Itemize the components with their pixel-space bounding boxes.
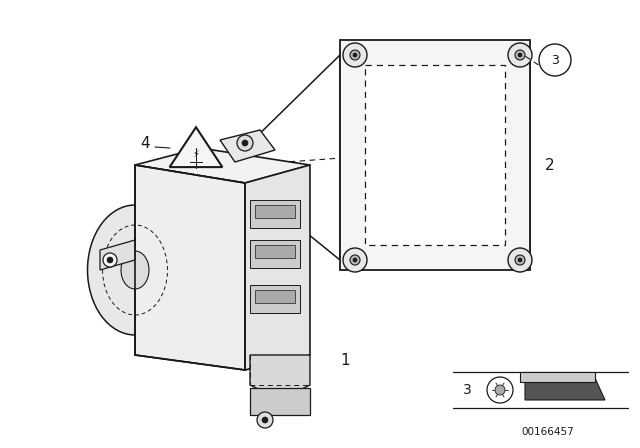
Circle shape (242, 140, 248, 146)
Circle shape (495, 385, 505, 395)
Circle shape (353, 258, 357, 262)
Polygon shape (220, 130, 275, 162)
Polygon shape (250, 355, 310, 395)
Text: 4: 4 (140, 135, 150, 151)
Polygon shape (255, 245, 295, 258)
Polygon shape (250, 388, 310, 415)
Circle shape (350, 50, 360, 60)
Circle shape (518, 258, 522, 262)
Text: 2: 2 (545, 158, 555, 172)
Polygon shape (250, 240, 300, 268)
Circle shape (487, 377, 513, 403)
Circle shape (237, 135, 253, 151)
Text: 3: 3 (551, 53, 559, 66)
Polygon shape (250, 285, 300, 313)
Circle shape (508, 43, 532, 67)
Circle shape (257, 412, 273, 428)
Text: ⚡: ⚡ (193, 149, 200, 159)
Polygon shape (525, 378, 605, 400)
Circle shape (508, 248, 532, 272)
Circle shape (518, 53, 522, 57)
Polygon shape (100, 240, 135, 270)
Polygon shape (520, 372, 595, 382)
Circle shape (353, 53, 357, 57)
Polygon shape (255, 205, 295, 218)
Circle shape (515, 50, 525, 60)
Polygon shape (255, 290, 295, 303)
Polygon shape (135, 148, 310, 183)
Circle shape (343, 248, 367, 272)
Polygon shape (245, 165, 310, 370)
Ellipse shape (88, 205, 182, 335)
Circle shape (107, 257, 113, 263)
Circle shape (103, 253, 117, 267)
Circle shape (515, 255, 525, 265)
Circle shape (343, 43, 367, 67)
Ellipse shape (121, 251, 149, 289)
Circle shape (262, 417, 268, 423)
Circle shape (350, 255, 360, 265)
Text: 00166457: 00166457 (522, 427, 574, 437)
Text: 3: 3 (463, 383, 472, 397)
Polygon shape (170, 127, 223, 167)
Polygon shape (365, 65, 505, 245)
Polygon shape (340, 40, 530, 270)
Polygon shape (135, 165, 245, 370)
Text: 1: 1 (340, 353, 349, 367)
Polygon shape (250, 200, 300, 228)
Circle shape (539, 44, 571, 76)
